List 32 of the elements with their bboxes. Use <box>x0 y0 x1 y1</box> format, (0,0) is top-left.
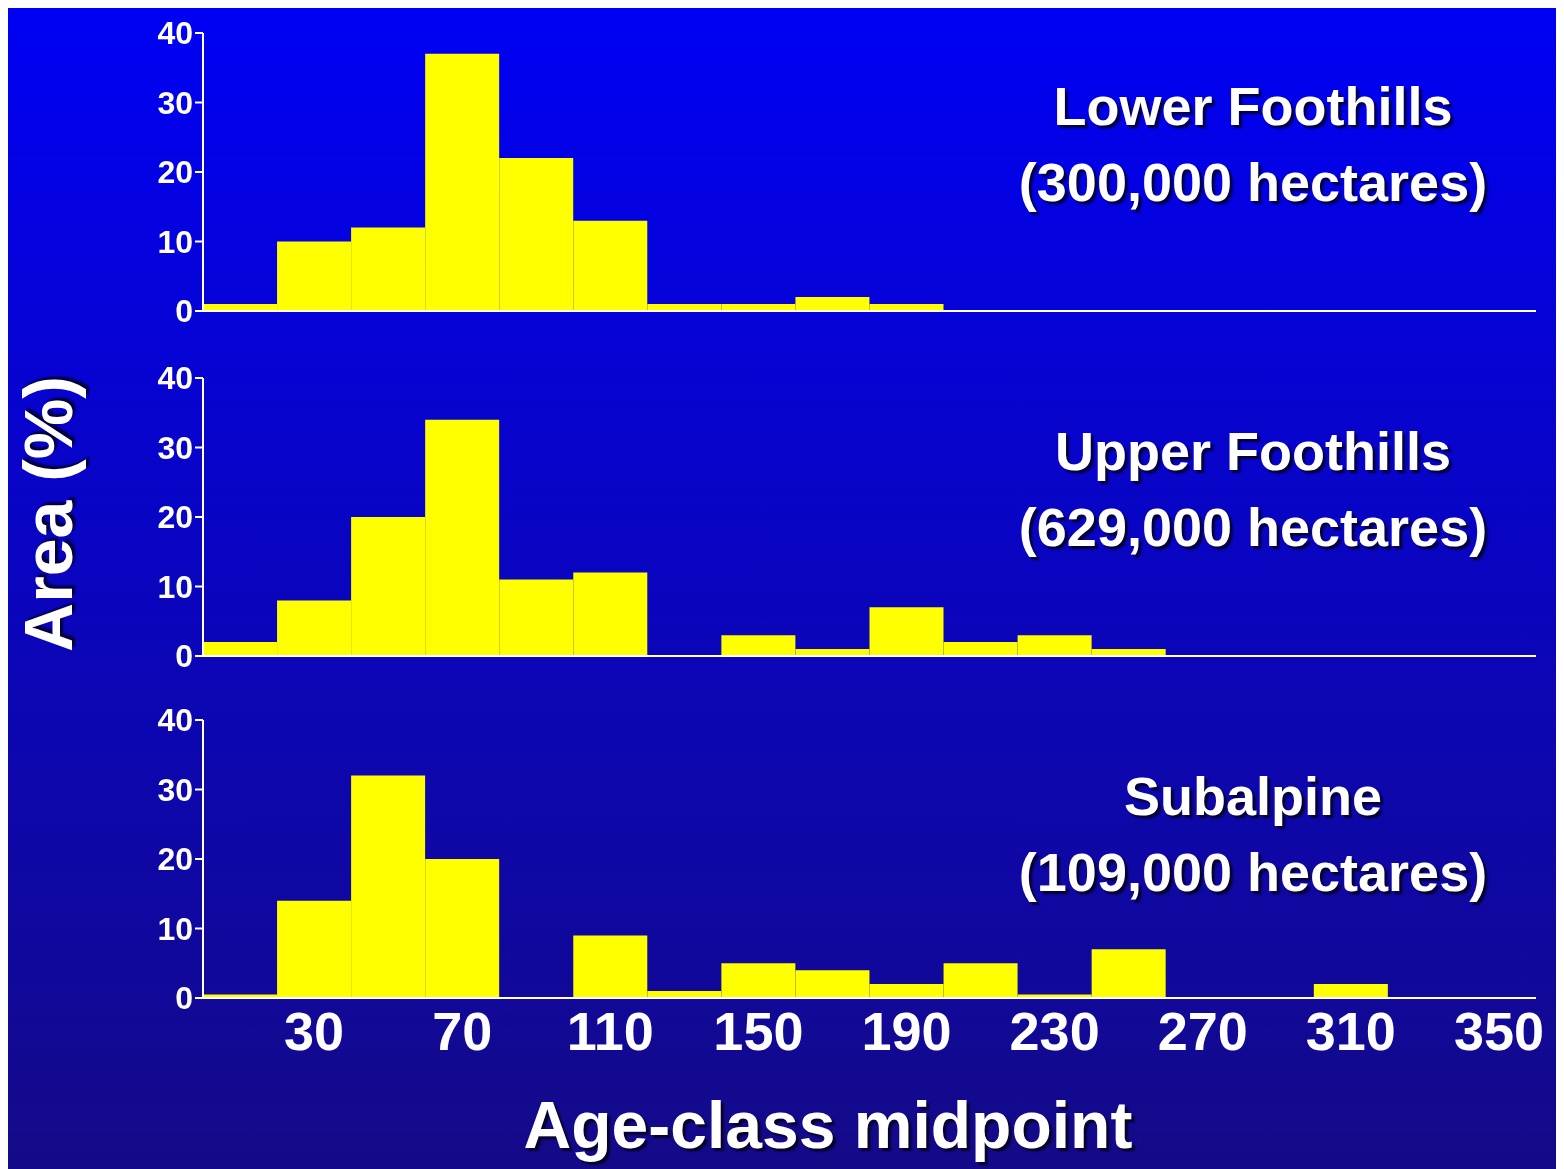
y-tick-label: 20 <box>157 841 193 878</box>
y-tick-label: 40 <box>157 702 193 739</box>
text: Upper Foothills <box>1054 420 1452 483</box>
x-tick-label: 310 <box>1305 1001 1396 1062</box>
x-tick-label: 190 <box>861 1001 952 1062</box>
x-tick-label: 230 <box>1009 1001 1100 1062</box>
y-tick-label: 40 <box>157 15 193 52</box>
text: Lower Foothills <box>1052 75 1454 138</box>
text: (109,000 hectares) <box>1017 841 1489 904</box>
x-axis-title: Age-class midpoint <box>522 1087 1134 1164</box>
text: (300,000 hectares) <box>1017 151 1489 214</box>
x-tick-label: 70 <box>432 1001 493 1062</box>
y-tick-label: 30 <box>157 84 193 121</box>
x-tick-label: 30 <box>284 1001 345 1062</box>
y-tick-label: 30 <box>157 429 193 466</box>
y-axis-title: Area (%) <box>9 375 87 652</box>
y-tick-label: 0 <box>175 293 193 330</box>
x-tick-label: 350 <box>1453 1001 1545 1062</box>
y-tick-label: 20 <box>157 499 193 536</box>
x-tick-label: 270 <box>1157 1001 1248 1062</box>
y-tick-label: 30 <box>157 771 193 808</box>
y-tick-label: 10 <box>157 568 193 605</box>
text: Subalpine <box>1123 765 1383 828</box>
text: (629,000 hectares) <box>1017 496 1489 559</box>
y-tick-label: 0 <box>175 980 193 1017</box>
y-tick-label: 40 <box>157 360 193 397</box>
y-tick-label: 10 <box>157 910 193 947</box>
y-tick-label: 20 <box>157 154 193 191</box>
y-tick-label: 0 <box>175 638 193 675</box>
y-tick-label: 10 <box>157 223 193 260</box>
x-tick-label: 110 <box>566 1001 654 1062</box>
x-tick-label: 150 <box>713 1001 804 1062</box>
